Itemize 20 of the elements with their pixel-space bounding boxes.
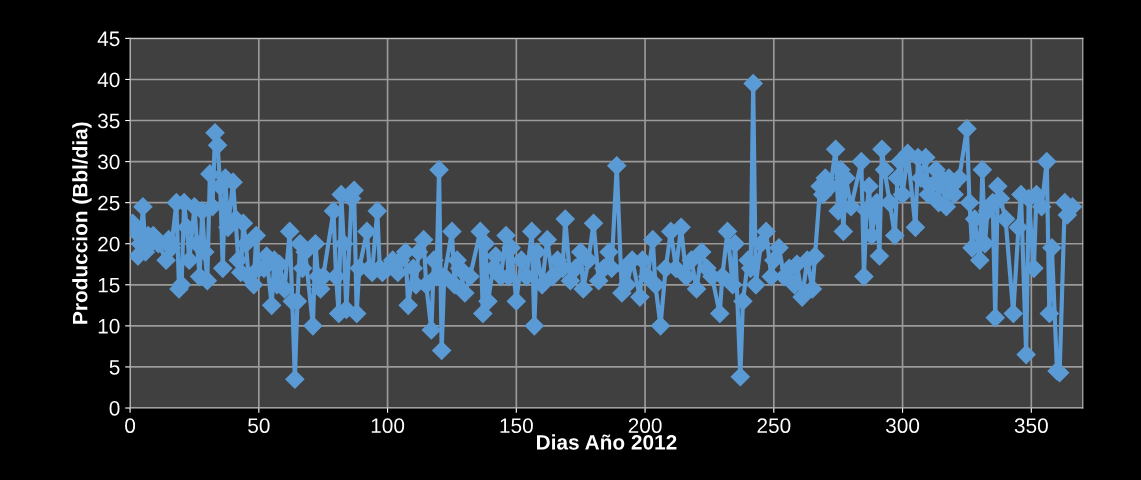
x-tick-label: 100	[371, 418, 405, 434]
x-tick-label: 0	[125, 418, 136, 434]
x-axis-title: Dias Año 2012	[537, 434, 677, 450]
x-tick-label: 350	[1014, 418, 1048, 434]
x-tick-label: 300	[885, 418, 920, 434]
y-axis-title: Produccion (Bbl/dia)	[72, 122, 92, 324]
x-tick-label: 250	[757, 418, 791, 434]
y-tick-label: 15	[98, 278, 120, 293]
y-tick-label: 10	[98, 318, 120, 334]
x-tick-label: 200	[628, 418, 662, 434]
y-tick-label: 40	[97, 72, 120, 88]
y-tick-label: 45	[97, 31, 120, 47]
y-tick-label: 5	[109, 360, 120, 375]
y-tick-label: 30	[97, 154, 120, 170]
x-tick-label: 150	[500, 418, 533, 434]
y-tick-label: 35	[97, 113, 120, 129]
y-tick-label: 25	[98, 195, 120, 211]
y-tick-label: 0	[109, 401, 120, 416]
x-tick-label: 50	[248, 418, 270, 434]
y-tick-label: 20	[98, 236, 120, 252]
